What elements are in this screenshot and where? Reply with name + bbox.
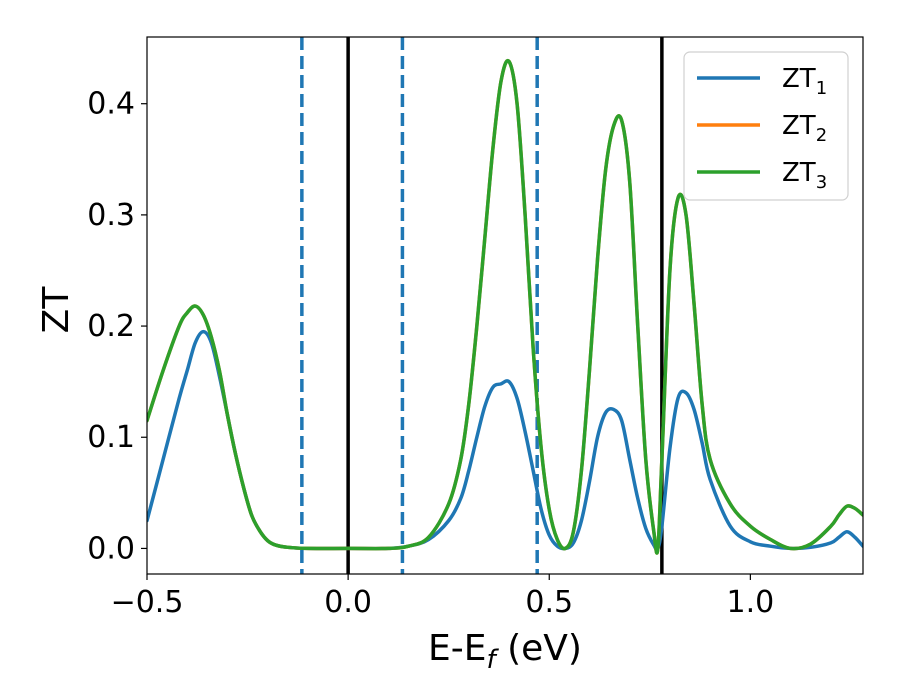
legend-label-2: ZT2 [782, 111, 827, 146]
y-tick-label: 0.1 [87, 420, 135, 455]
legend-label-3: ZT3 [782, 158, 827, 193]
x-axis: −0.5 0.0 0.5 1.0 [111, 574, 775, 620]
y-tick-label: 0.4 [87, 87, 135, 122]
legend-label-1: ZT1 [782, 64, 827, 99]
y-tick-label: 0.2 [87, 309, 135, 344]
y-tick-label: 0.3 [87, 198, 135, 233]
x-tick-label: 1.0 [727, 585, 775, 620]
y-axis: 0.0 0.1 0.2 0.3 0.4 [87, 87, 147, 566]
x-tick-label: 0.0 [324, 585, 372, 620]
y-axis-label: ZT [36, 286, 77, 334]
x-tick-label: −0.5 [111, 585, 184, 620]
reference-lines [300, 37, 664, 574]
series-line-1 [147, 329, 863, 552]
y-tick-label: 0.0 [87, 531, 135, 566]
legend: ZT1 ZT2 ZT3 [683, 51, 849, 201]
x-tick-label: 0.5 [525, 585, 573, 620]
legend-box [683, 51, 849, 201]
series-line-3 [147, 58, 863, 555]
x-axis-label: E-Ef (eV) [428, 628, 582, 675]
series-lines [147, 58, 863, 555]
plot-frame [146, 36, 864, 575]
